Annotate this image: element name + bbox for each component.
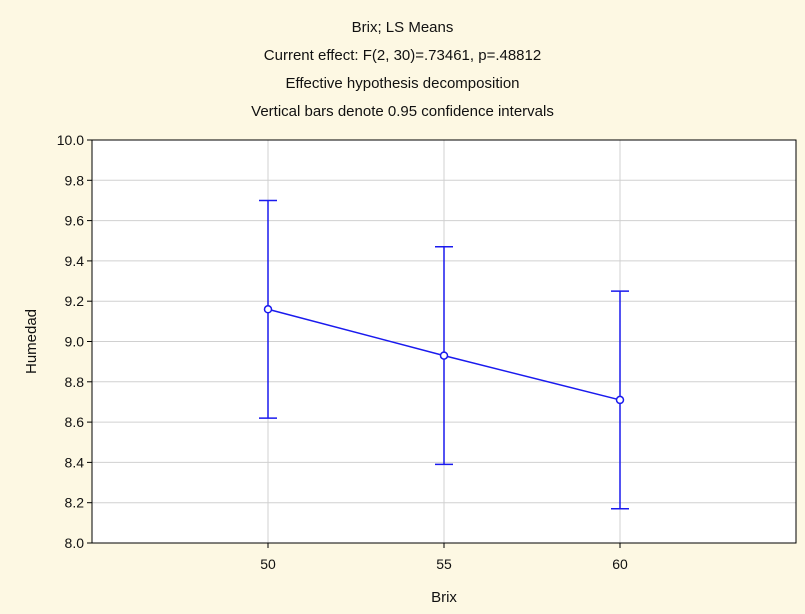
y-tick-label: 8.0 [65, 535, 85, 551]
x-axis-label: Brix [431, 589, 457, 606]
y-tick-label: 8.6 [65, 414, 85, 430]
x-tick-label: 60 [612, 556, 628, 572]
chart-subtitle-ci-note: Vertical bars denote 0.95 confidence int… [251, 103, 554, 120]
chart-title: Brix; LS Means [351, 19, 454, 36]
chart-subtitle-effect: Current effect: F(2, 30)=.73461, p=.4881… [263, 47, 542, 64]
data-point [263, 305, 273, 314]
y-axis-label: Humedad [23, 309, 40, 374]
y-tick-label: 9.4 [65, 253, 85, 269]
y-tick-label: 9.8 [65, 172, 85, 188]
series [259, 199, 629, 510]
y-tick-label: 8.8 [65, 374, 85, 390]
y-tick-label: 8.4 [65, 454, 85, 470]
data-point [439, 351, 449, 360]
y-tick-label: 8.2 [65, 495, 85, 511]
y-tick-label: 9.6 [65, 213, 85, 229]
y-tick-label: 9.2 [65, 293, 85, 309]
chart-subtitle-decomposition: Effective hypothesis decomposition [285, 75, 520, 92]
tick-labels: 8.0 8.2 8.4 8.6 8.8 9.0 9.2 9.4 9.6 9.8 10.0 50 55 60 [57, 132, 628, 572]
plot-frame [91, 139, 797, 544]
x-tick-label: 50 [260, 556, 276, 572]
y-tick-label: 10.0 [57, 132, 84, 148]
y-tick-label: 9.0 [65, 334, 85, 350]
data-point [615, 395, 625, 405]
x-tick-label: 55 [436, 556, 452, 572]
